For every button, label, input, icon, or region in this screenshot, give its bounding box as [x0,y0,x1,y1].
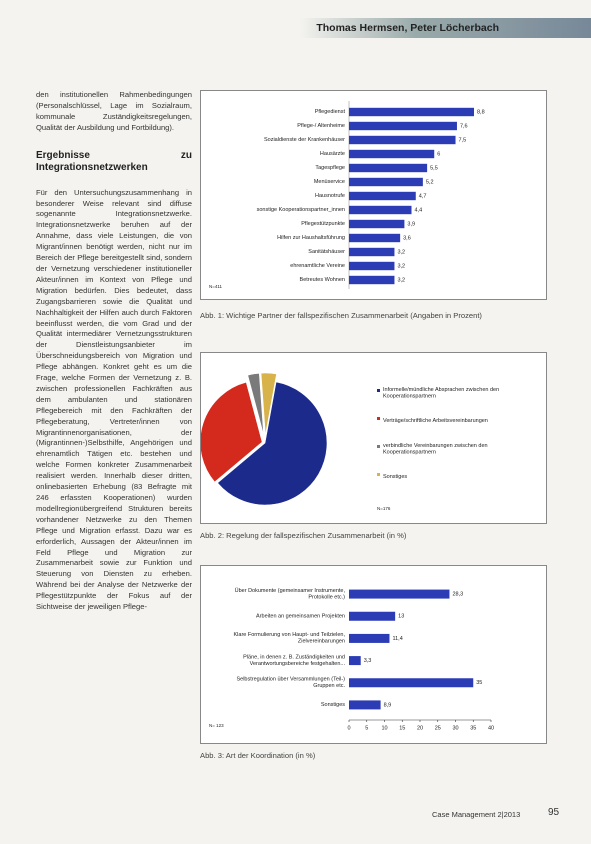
value-label: 13 [398,614,404,620]
pie-slice [247,372,264,436]
x-tick-label: 30 [452,725,458,731]
running-header: Thomas Hermsen, Peter Löcherbach [300,18,591,38]
value-label: 3,2 [397,249,405,255]
category-label: Hausärzte [320,151,345,157]
legend-swatch [377,389,380,392]
legend-label: Verträge/schriftliche Arbeitsvereinbarun… [383,418,488,424]
note: N=176 [377,506,391,511]
legend-swatch [377,473,380,476]
category-label: Über Dokumente (gemeinsamer Instrumente,… [235,587,346,601]
bar [349,633,390,643]
legend-swatch [377,417,380,420]
category-label: Pflege-/ Altenheime [297,123,345,129]
value-label: 35 [476,680,482,686]
category-label: Sonstiges [321,702,345,708]
bar [349,233,401,243]
x-tick-label: 5 [365,725,368,731]
value-label: 5,2 [426,179,434,185]
value-label: 28,3 [452,592,463,598]
category-label: Pläne, in denen z. B. Zuständigkeiten un… [243,655,345,668]
value-label: 11,4 [392,636,402,642]
category-label: Sozialdienste der Krankenhäuser [264,137,345,143]
value-label: 7,6 [460,123,468,129]
value-label: 6 [437,151,440,157]
bar [349,177,423,187]
category-label: Sanitätshäuser [308,249,345,255]
header-authors: Thomas Hermsen, Peter Löcherbach [316,22,499,34]
chart-regulation: Informelle/mündliche Absprachen zwischen… [200,352,547,524]
note: N= 123 [209,723,224,728]
category-label: Betreutes Wohnen [300,277,345,283]
bar [349,247,395,257]
value-label: 7,5 [459,137,467,143]
note: N=411 [209,284,223,289]
bar [349,611,396,621]
bar [349,275,395,285]
chart-partners: Pflegedienst 8,8 Pflege-/ Altenheime 7,6 Soz… [200,90,547,300]
x-tick-label: 10 [381,725,387,731]
category-label: Pflegestützpunkte [301,221,345,227]
value-label: 3,9 [407,221,415,227]
pie-slice [260,372,277,436]
figure-caption: Abb. 2: Regelung der fallspezifischen Zu… [200,531,407,540]
value-label: 5,5 [430,165,438,171]
bar [349,107,474,117]
x-tick-label: 20 [417,725,423,731]
bar [349,191,416,201]
category-label: Arbeiten an gemeinsamen Projekten [256,614,345,620]
category-label: Klare Formulierung von Haupt- und Teilzi… [234,633,346,646]
bar [349,205,412,215]
value-label: 4,4 [415,207,423,213]
x-tick-label: 40 [488,725,494,731]
bar [349,589,450,599]
page-number: 95 [548,807,560,818]
figure-caption: Abb. 1: Wichtige Partner der fallspezifi… [200,311,482,320]
pie-slice [217,381,328,506]
category-label: Hausnotrufe [315,193,345,199]
category-label: Pflegedienst [315,109,346,115]
bar [349,219,405,229]
section-heading: Ergebnisse zu Integrationsnetzwerken [36,149,192,173]
paragraph: Für den Untersuchungszusammenhang in bes… [36,187,192,612]
legend-label: Sonstiges [383,474,407,480]
text-column: den institutionellen Rahmenbedingungen (… [36,90,192,613]
bar [349,149,435,159]
legend-label: verbindliche Vereinbarungen zwischen den… [383,443,488,456]
bar [349,121,457,131]
bar [349,261,395,271]
category-label: Hilfen zur Haushaltsführung [277,235,345,241]
category-label: sonstige Kooperationspartner_innen [257,207,345,213]
value-label: 3,2 [397,277,405,283]
category-label: Selbstregulation über Versammlungen (Tei… [236,677,345,690]
x-tick-label: 25 [435,725,441,731]
value-label: 3,6 [403,235,411,241]
bar [349,135,456,145]
category-label: ehrenamtliche Vereine [290,263,345,269]
pie-slice [201,381,263,483]
bar [349,700,381,710]
value-label: 8,9 [384,702,392,708]
bar [349,678,474,688]
legend-swatch [377,445,380,448]
bar [349,163,428,173]
category-label: Tagespflege [315,165,345,171]
value-label: 3,2 [397,263,405,269]
paragraph: den institutionellen Rahmenbedingungen (… [36,90,192,132]
value-label: 8,8 [477,109,485,115]
x-tick-label: 0 [347,725,350,731]
journal-name: Case Management 2|2013 [432,810,521,819]
value-label: 4,7 [419,193,427,199]
figure-caption: Abb. 3: Art der Koordination (in %) [200,751,316,760]
legend-label: Informelle/mündliche Absprachen zwischen… [383,387,499,400]
x-tick-label: 15 [399,725,405,731]
chart-coordination: 0 5 10 15 20 25 30 35 40 Über Dokumente (gemeinsa… [200,565,547,744]
x-tick-label: 35 [470,725,476,731]
bar [349,656,361,666]
value-label: 3,3 [364,658,372,664]
category-label: Menüservice [314,179,345,185]
